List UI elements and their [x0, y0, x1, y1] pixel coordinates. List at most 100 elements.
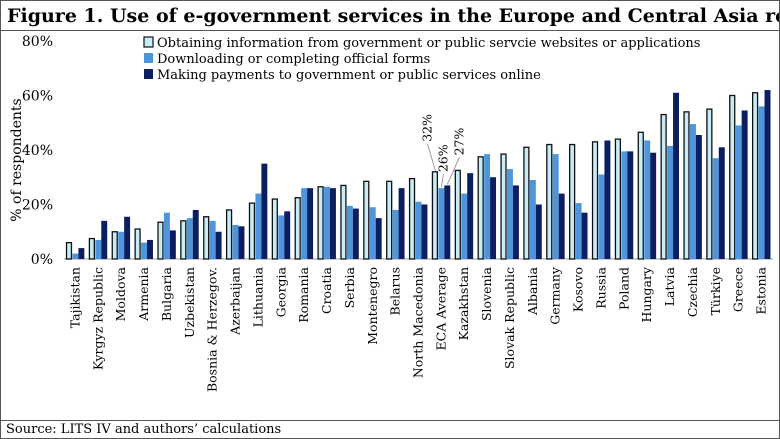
y-tick-label: 20%: [22, 198, 53, 214]
x-tick-label: Montenegro: [365, 267, 380, 345]
annotation-leader: [440, 174, 444, 188]
bar-downloading: [552, 154, 559, 259]
bar-obtaining: [500, 153, 507, 260]
bar-downloading: [667, 145, 674, 259]
bar-downloading: [118, 231, 125, 259]
bar-downloading: [72, 253, 79, 259]
bar-payments: [147, 239, 153, 259]
x-tick-label: Albania: [525, 266, 540, 316]
bar-obtaining: [591, 141, 599, 260]
bar-payments: [398, 188, 405, 259]
bar-downloading: [392, 209, 399, 259]
x-tick-label: North Macedonia: [411, 266, 426, 378]
bar-payments: [101, 220, 108, 259]
y-tick-label: 0%: [31, 252, 53, 268]
x-tick-label: Georgia: [273, 266, 288, 317]
bar-downloading: [278, 215, 285, 259]
bar-downloading: [644, 140, 651, 259]
legend-label: Downloading or completing official forms: [157, 52, 430, 67]
bar-payments: [215, 231, 222, 259]
bar-downloading: [598, 174, 605, 259]
bar-downloading: [232, 224, 239, 259]
bar-downloading: [461, 193, 468, 259]
x-tick-label: Slovenia: [479, 266, 494, 321]
legend-swatch: [144, 53, 153, 63]
bar-obtaining: [706, 108, 713, 260]
bar-payments: [535, 204, 542, 259]
bar-downloading: [689, 124, 696, 259]
x-tick-label: Bosnia & Herzegov.: [205, 267, 220, 392]
bar-payments: [238, 226, 245, 259]
bar-obtaining: [271, 198, 278, 260]
bar-payments: [718, 147, 725, 259]
data-label: 26%: [435, 144, 450, 172]
bar-payments: [329, 188, 336, 259]
bar-downloading: [415, 201, 422, 259]
bar-obtaining: [523, 146, 530, 260]
legend-label: Obtaining information from government or…: [157, 36, 700, 51]
bar-downloading: [621, 151, 628, 259]
bar-downloading: [735, 125, 742, 259]
bar-downloading: [712, 158, 719, 259]
bar-payments: [284, 211, 291, 259]
x-tick-label: Latvia: [662, 266, 677, 306]
bar-payments: [604, 140, 611, 259]
legend-label: Making payments to government or public …: [157, 68, 541, 83]
bar-downloading: [324, 186, 330, 259]
bar-obtaining: [729, 94, 736, 260]
bar-obtaining: [340, 184, 347, 260]
bar-payments: [764, 90, 771, 259]
x-tick-label: Croatia: [319, 266, 334, 314]
bar-obtaining: [88, 237, 95, 260]
bar-payments: [467, 173, 474, 259]
x-tick-label: Tajikistan: [67, 267, 82, 328]
bar-obtaining: [637, 131, 644, 260]
bar-obtaining: [363, 180, 370, 260]
bar-obtaining: [614, 138, 622, 260]
bar-payments: [307, 188, 314, 259]
bar-downloading: [758, 106, 765, 260]
x-tick-label: Azerbaijan: [228, 267, 243, 336]
x-tick-label: Kyrgyz Republic: [90, 267, 105, 370]
bar-downloading: [141, 242, 148, 259]
x-tick-label: Greece: [731, 267, 746, 312]
x-tick-label: Serbia: [342, 266, 357, 308]
bar-obtaining: [180, 220, 187, 260]
bar-downloading: [529, 179, 536, 259]
x-tick-label: Estonia: [754, 266, 769, 314]
bar-payments: [650, 152, 657, 259]
bar-obtaining: [294, 197, 301, 260]
bar-downloading: [255, 193, 262, 259]
x-tick-label: Germany: [548, 266, 563, 325]
bar-obtaining: [569, 143, 576, 260]
x-tick-label: Uzbekistan: [182, 267, 197, 338]
figure-title: Figure 1. Use of e-government services i…: [1, 1, 779, 31]
bar-obtaining: [134, 228, 141, 260]
legend-swatch: [143, 36, 154, 48]
x-tick-label: Lithuania: [250, 266, 265, 327]
x-tick-label: Slovak Republic: [502, 267, 517, 369]
y-tick-label: 80%: [22, 34, 53, 50]
bar-obtaining: [431, 171, 439, 260]
x-tick-label: Kazakhstan: [456, 267, 471, 340]
bar-downloading: [507, 169, 513, 259]
bar-payments: [558, 193, 565, 259]
bar-obtaining: [386, 180, 393, 260]
x-tick-label: Türkiye: [708, 267, 723, 315]
bar-downloading: [369, 207, 376, 259]
bar-payments: [192, 209, 199, 259]
bar-obtaining: [477, 156, 484, 260]
bar-downloading: [575, 203, 582, 259]
y-tick-label: 40%: [22, 143, 53, 159]
x-tick-label: Romania: [296, 266, 311, 322]
x-tick-label: ECA Average: [433, 267, 448, 351]
annotation-leader: [427, 143, 436, 171]
bar-obtaining: [111, 231, 118, 260]
bar-obtaining: [408, 177, 416, 260]
x-tick-label: Hungary: [639, 266, 654, 322]
bar-payments: [512, 185, 519, 259]
x-tick-label: Russia: [593, 266, 608, 308]
bar-downloading: [186, 218, 193, 259]
bar-payments: [695, 135, 702, 259]
